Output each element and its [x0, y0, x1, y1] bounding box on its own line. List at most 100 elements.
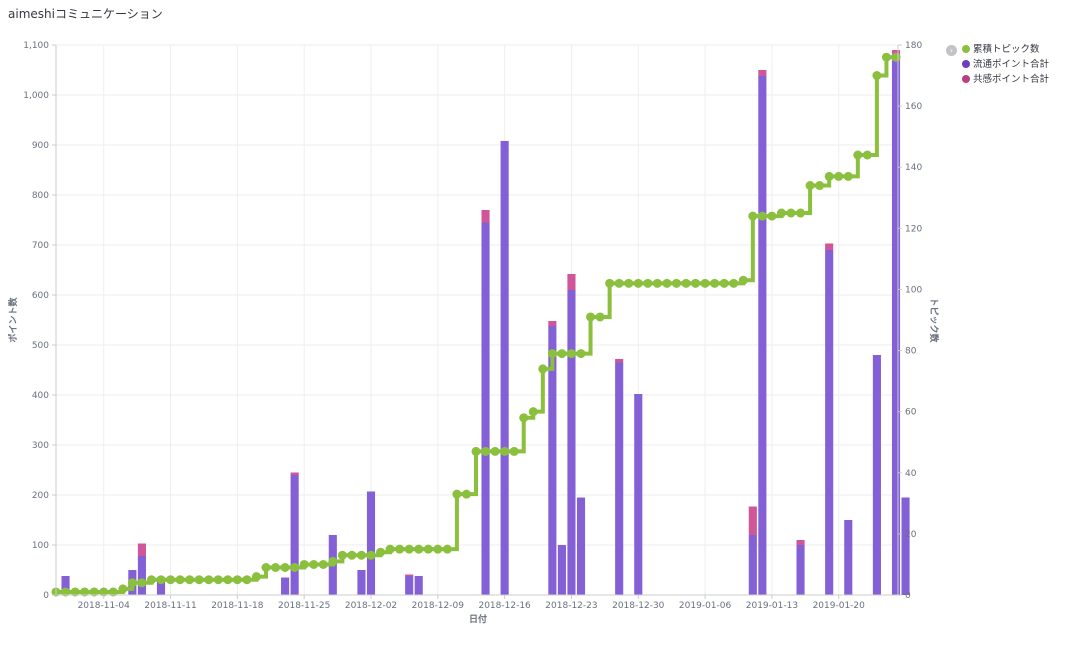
topics-point	[242, 575, 252, 585]
topics-point	[89, 587, 99, 597]
y-tick-label-left: 300	[32, 441, 49, 451]
topics-point	[614, 278, 624, 288]
y-tick-label-right: 140	[905, 163, 922, 173]
bar-flow	[357, 570, 366, 595]
x-tick-label: 2018-11-11	[144, 601, 196, 611]
topics-point	[395, 544, 405, 554]
legend-item-flow[interactable]: 流通ポイント合計	[962, 57, 1049, 72]
bar-flow	[891, 61, 901, 595]
bar-flow	[500, 141, 509, 595]
topics-point	[796, 208, 806, 218]
topics-line	[56, 55, 896, 594]
bar-empathy	[758, 70, 767, 76]
bar-flow	[290, 475, 299, 595]
bar-flow	[748, 535, 757, 595]
topics-point	[538, 364, 548, 374]
y-tick-label-left: 700	[32, 241, 49, 251]
y-tick-label-right: 120	[905, 224, 922, 234]
y-tick-label-left: 500	[32, 341, 49, 351]
bar-empathy	[405, 574, 414, 576]
x-axis-title: 日付	[469, 613, 487, 625]
topics-point	[500, 446, 510, 456]
topics-point	[175, 575, 185, 585]
topics-point	[557, 349, 567, 359]
bar-empathy	[615, 359, 624, 363]
bar-flow	[61, 576, 70, 595]
topics-point	[433, 544, 443, 554]
bar-flow	[548, 326, 557, 595]
topics-point	[318, 559, 328, 569]
x-tick-label: 2018-11-25	[278, 601, 330, 611]
bar-flow	[281, 577, 290, 595]
topics-point	[61, 587, 71, 597]
legend-dot	[962, 75, 970, 83]
bar-flow	[137, 556, 146, 595]
topics-point	[586, 312, 596, 322]
topics-point	[891, 52, 901, 62]
topics-point	[872, 71, 882, 81]
topics-point	[290, 563, 300, 572]
grid-lines	[56, 44, 898, 596]
bar-flow	[825, 250, 834, 595]
topics-point	[99, 587, 109, 597]
bar-flow	[405, 576, 414, 595]
bar-flow	[366, 491, 376, 595]
topics-point	[748, 211, 758, 221]
topics-point	[146, 575, 156, 585]
y-tick-label-right: 60	[905, 408, 917, 418]
chevron-right-icon[interactable]: ›	[946, 45, 957, 56]
topics-point	[185, 575, 195, 585]
x-tick-label: 2018-12-30	[612, 601, 665, 611]
bar-flow	[844, 520, 853, 595]
bar-empathy	[748, 506, 757, 535]
topics-point	[881, 52, 891, 62]
topics-point	[490, 446, 500, 456]
topics-point	[710, 278, 720, 288]
y-tick-label-left: 100	[32, 541, 49, 551]
legend-item-empathy[interactable]: 共感ポイント合計	[962, 72, 1049, 87]
topics-point	[519, 413, 529, 423]
topics-point	[194, 575, 204, 585]
topics-point	[80, 587, 90, 597]
topics-point	[385, 544, 395, 554]
legend: › 累積トピック数 流通ポイント合計 共感ポイント合計	[946, 42, 1049, 87]
topics-point	[815, 181, 825, 191]
y-tick-label-right: 100	[905, 285, 922, 295]
y-axis-right-title: トピック数	[928, 297, 940, 343]
topics-point	[509, 446, 519, 456]
topics-point	[738, 275, 748, 285]
topics-point	[166, 575, 176, 585]
topics-point	[423, 544, 433, 554]
y-tick-label-left: 1,000	[23, 91, 49, 101]
topics-point	[767, 211, 777, 221]
bar-flow	[557, 545, 566, 595]
x-tick-label: 2018-12-16	[478, 601, 531, 611]
topics-point	[824, 171, 834, 181]
x-tick-label: 2018-12-09	[412, 601, 465, 611]
bar-series	[61, 50, 910, 595]
legend-label: 共感ポイント合計	[973, 74, 1050, 85]
topics-point	[337, 550, 347, 560]
legend-item-topics[interactable]: 累積トピック数	[962, 42, 1049, 57]
topics-point	[547, 349, 557, 359]
bar-empathy	[825, 243, 834, 250]
legend-dot	[962, 60, 970, 68]
bar-flow	[156, 577, 166, 595]
x-tick-label: 2019-01-13	[746, 601, 798, 611]
topics-point	[271, 563, 281, 572]
bar-flow	[481, 222, 490, 595]
y-tick-label-right: 20	[905, 530, 917, 540]
topics-point	[624, 278, 634, 288]
bar-flow	[576, 497, 586, 595]
topics-point	[299, 559, 309, 569]
topics-point	[595, 312, 605, 322]
y-tick-label-right: 80	[905, 347, 917, 357]
y-tick-label-left: 400	[32, 391, 49, 401]
topics-point	[376, 547, 386, 557]
topics-point	[566, 349, 576, 359]
topics-point	[309, 559, 319, 569]
y-tick-label-left: 0	[43, 591, 49, 601]
bar-flow	[567, 290, 576, 595]
bar-flow	[634, 394, 643, 595]
